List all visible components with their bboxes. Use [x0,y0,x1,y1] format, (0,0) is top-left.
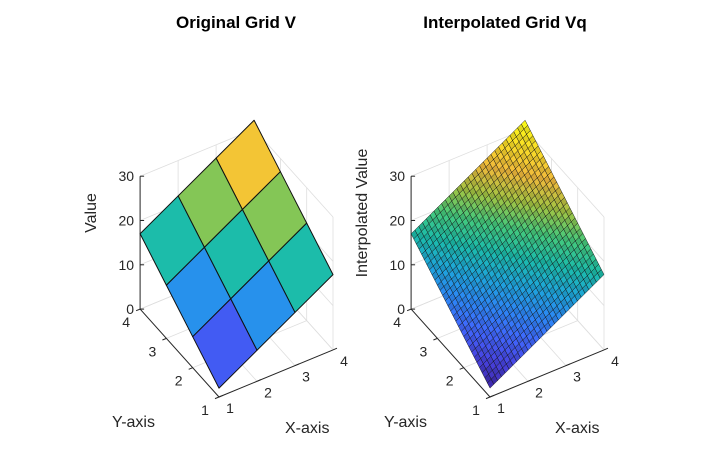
y-tick [188,367,193,370]
z-tick-label: 10 [390,257,406,273]
x-tick-label: 1 [497,400,505,416]
y-axis-label: Y-axis [384,414,427,431]
chart-title: Original Grid V [176,13,297,32]
grid-line [410,128,526,177]
y-tick-label: 3 [149,343,157,359]
x-tick [489,394,495,398]
z-tick-label: 20 [390,213,406,229]
y-tick-label: 3 [420,343,428,359]
y-tick [485,396,491,400]
x-tick [256,379,262,382]
y-tick [135,308,141,312]
grid-line [139,128,255,177]
z-tick-label: 10 [119,257,135,273]
x-tick-label: 2 [535,384,543,400]
x-axis-line [218,349,334,398]
chart-title: Interpolated Grid Vq [423,13,586,32]
y-tick-label: 1 [472,402,480,418]
y-tick [214,396,220,400]
y-tick [459,367,464,370]
y-axis-line [139,308,220,398]
x-axis-line [489,349,605,398]
z-tick-label: 30 [390,168,406,184]
x-tick-label: 3 [573,369,581,385]
grid-line [253,128,334,218]
x-axis-label: X-axis [285,420,329,437]
axis-lines [135,175,338,400]
x-tick-label: 2 [264,384,272,400]
x-tick [294,363,300,367]
x-tick [565,363,571,367]
y-tick-label: 2 [175,373,183,389]
x-tick [332,347,338,351]
x-tick-label: 3 [302,369,310,385]
x-tick [603,347,609,351]
surface-patch [192,298,258,389]
axis-lines [406,175,609,400]
y-tick-label: 2 [446,373,454,389]
x-tick [218,394,224,398]
grid-line [524,128,605,218]
y-tick-label: 1 [201,402,209,418]
surface-patch [487,378,495,389]
z-axis-label: Value [83,193,100,233]
x-tick [527,379,533,382]
z-axis-label: Interpolated Value [354,149,371,278]
z-tick-label: 20 [119,213,135,229]
x-tick-label: 1 [226,400,234,416]
x-tick-label: 4 [340,353,348,369]
x-axis-label: X-axis [555,420,599,437]
y-tick [433,337,438,341]
z-tick-label: 30 [119,168,135,184]
y-tick-label: 4 [122,314,130,330]
y-tick [406,308,412,312]
surface-plot [139,119,334,389]
z-tick-label: 0 [397,301,405,317]
y-tick-label: 4 [393,314,401,330]
y-tick [162,337,167,341]
surface-plot [410,120,605,389]
z-tick-label: 0 [126,301,134,317]
x-tick-label: 4 [611,353,619,369]
y-axis-line [410,308,491,398]
y-axis-label: Y-axis [112,414,155,431]
